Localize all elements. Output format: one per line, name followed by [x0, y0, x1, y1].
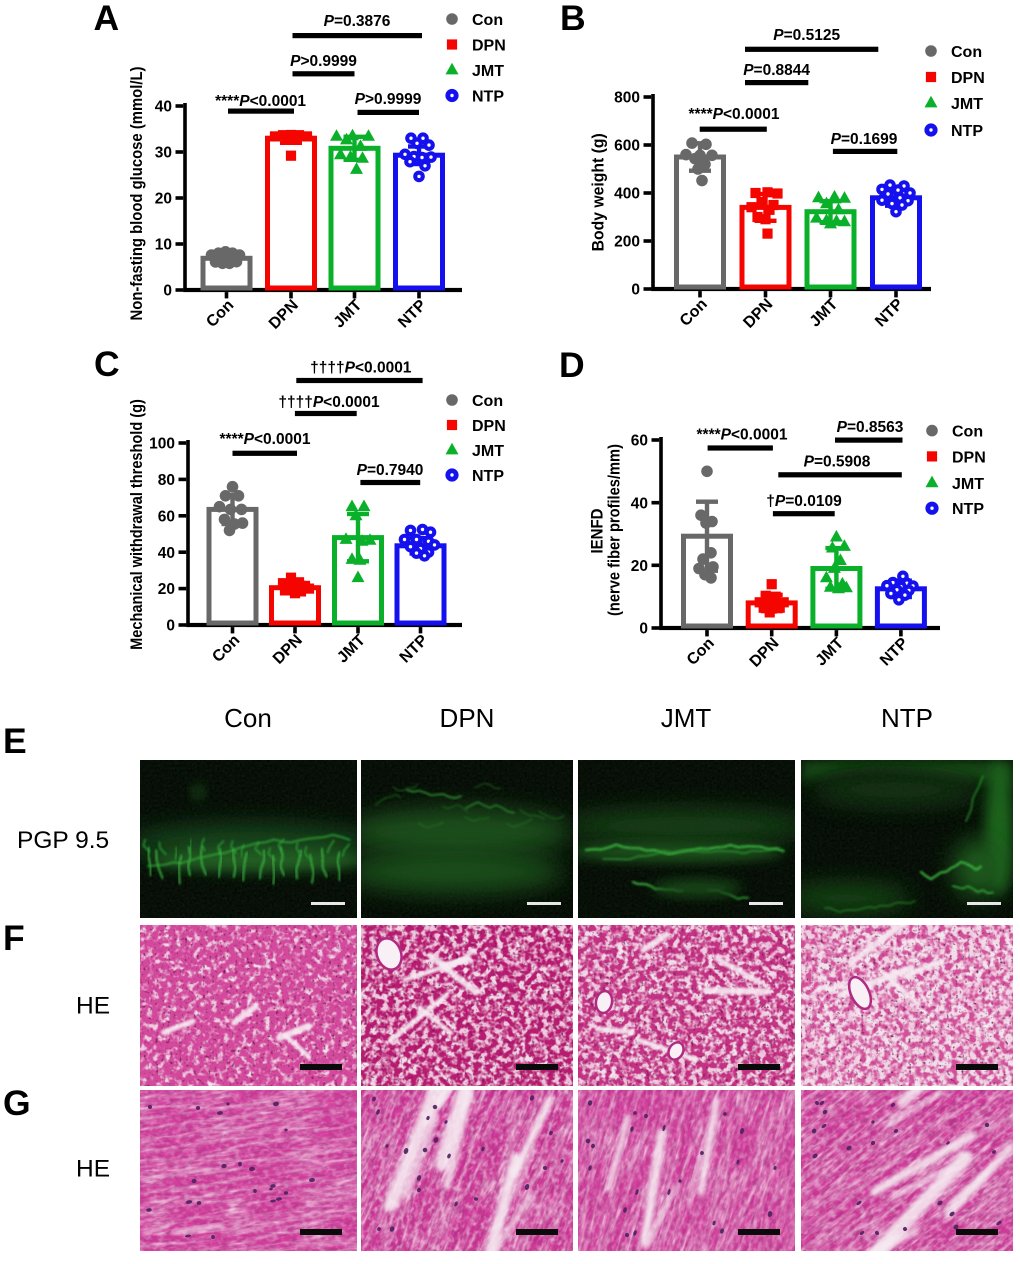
svg-text:IENFD: IENFD [589, 508, 607, 553]
svg-text:JMT: JMT [472, 443, 504, 460]
svg-text:††††P<0.0001: ††††P<0.0001 [278, 394, 380, 411]
svg-text:0: 0 [163, 283, 172, 300]
svg-text:P=0.8563: P=0.8563 [837, 419, 904, 436]
svg-text:DPN: DPN [952, 449, 986, 466]
svg-text:DPN: DPN [440, 703, 495, 733]
svg-text:NTP: NTP [881, 703, 933, 733]
svg-text:80: 80 [158, 472, 175, 489]
svg-text:600: 600 [614, 138, 640, 155]
svg-text:D: D [559, 345, 585, 385]
svg-text:P>0.9999: P>0.9999 [355, 91, 422, 108]
svg-text:****P<0.0001: ****P<0.0001 [220, 431, 311, 448]
svg-text:40: 40 [631, 495, 648, 512]
svg-text:40: 40 [155, 99, 172, 116]
svg-text:P=0.5908: P=0.5908 [804, 454, 871, 471]
svg-text:0: 0 [639, 621, 648, 638]
svg-text:P=0.8844: P=0.8844 [743, 62, 810, 79]
svg-text:40: 40 [158, 545, 175, 562]
svg-text:NTP: NTP [951, 123, 983, 140]
svg-text:10: 10 [155, 237, 172, 254]
svg-text:P=0.7940: P=0.7940 [357, 462, 424, 479]
svg-text:DPN: DPN [472, 38, 506, 55]
svg-text:NTP: NTP [952, 501, 984, 518]
svg-text:††††P<0.0001: ††††P<0.0001 [310, 359, 412, 376]
svg-text:JMT: JMT [472, 63, 504, 80]
svg-text:Con: Con [952, 424, 983, 441]
svg-text:G: G [3, 1083, 31, 1123]
svg-text:PGP 9.5: PGP 9.5 [17, 827, 109, 854]
svg-text:20: 20 [155, 191, 172, 208]
svg-text:Body weight (g): Body weight (g) [589, 133, 607, 251]
svg-text:****P<0.0001: ****P<0.0001 [215, 93, 306, 110]
svg-text:200: 200 [614, 234, 640, 251]
svg-text:A: A [94, 0, 120, 38]
svg-text:Con: Con [224, 703, 272, 733]
svg-text:JMT: JMT [952, 476, 984, 493]
svg-text:DPN: DPN [472, 418, 506, 435]
svg-text:P=0.1699: P=0.1699 [831, 131, 898, 148]
svg-text:P=0.3876: P=0.3876 [324, 13, 391, 30]
svg-text:0: 0 [166, 618, 175, 635]
svg-text:60: 60 [631, 433, 648, 450]
svg-text:Con: Con [472, 12, 503, 29]
svg-text:HE: HE [76, 993, 110, 1020]
svg-text:800: 800 [614, 90, 640, 107]
svg-text:JMT: JMT [951, 96, 983, 113]
svg-text:20: 20 [631, 558, 648, 575]
svg-text:P>0.9999: P>0.9999 [290, 53, 357, 70]
svg-text:E: E [3, 721, 27, 761]
svg-text:****P<0.0001: ****P<0.0001 [697, 426, 788, 443]
svg-text:Con: Con [951, 44, 982, 61]
svg-text:F: F [3, 918, 25, 958]
svg-text:Con: Con [472, 393, 503, 410]
svg-text:P=0.5125: P=0.5125 [773, 27, 840, 44]
svg-text:0: 0 [631, 282, 640, 299]
svg-text:20: 20 [158, 581, 175, 598]
svg-text:HE: HE [76, 1156, 110, 1183]
svg-text:400: 400 [614, 186, 640, 203]
svg-text:†P=0.0109: †P=0.0109 [766, 493, 842, 510]
svg-text:NTP: NTP [472, 468, 504, 485]
svg-text:JMT: JMT [661, 703, 712, 733]
svg-text:30: 30 [155, 145, 172, 162]
svg-text:DPN: DPN [951, 70, 985, 87]
svg-text:C: C [94, 344, 120, 384]
svg-text:B: B [560, 0, 586, 38]
svg-text:****P<0.0001: ****P<0.0001 [689, 106, 780, 123]
svg-text:60: 60 [158, 508, 175, 525]
svg-text:Non-fasting blood glucose (mmo: Non-fasting blood glucose (mmol/L) [128, 67, 146, 321]
svg-text:NTP: NTP [472, 89, 504, 106]
svg-text:Mechanical withdrawal threshol: Mechanical withdrawal threshold (g) [128, 399, 146, 650]
svg-text:100: 100 [149, 436, 175, 453]
svg-text:(nerve fiber profiles/mm): (nerve fiber profiles/mm) [606, 444, 624, 616]
